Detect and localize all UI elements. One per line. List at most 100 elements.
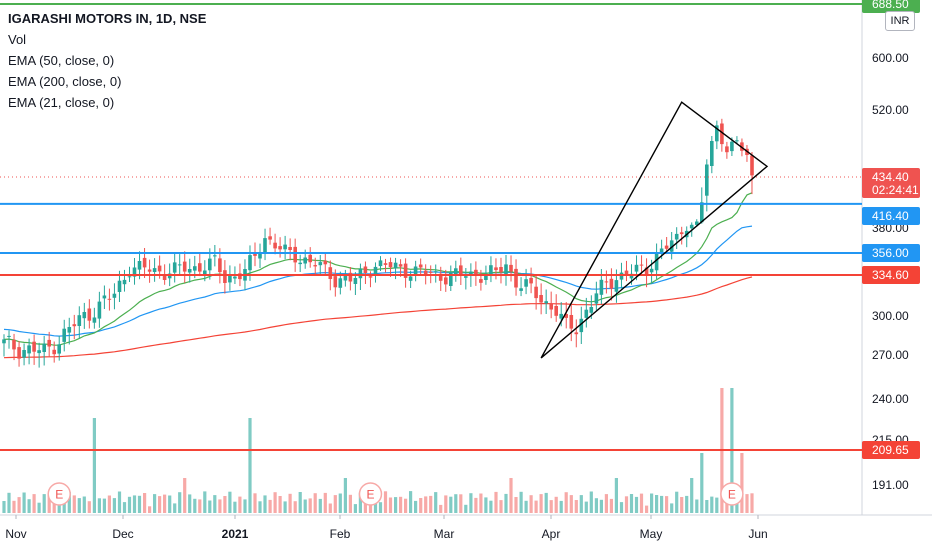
legend-ema-200: EMA (200, close, 0) bbox=[8, 74, 122, 89]
candle-body bbox=[750, 155, 754, 176]
volume-bar bbox=[27, 499, 31, 513]
candle-body bbox=[363, 266, 368, 273]
candle-body bbox=[499, 267, 503, 273]
volume-bar bbox=[328, 503, 332, 513]
volume-bar bbox=[604, 494, 608, 513]
candle-body bbox=[203, 270, 207, 274]
volume-bar bbox=[107, 495, 111, 513]
candle-body bbox=[82, 312, 87, 319]
candle-body bbox=[619, 272, 624, 280]
volume-bar bbox=[32, 494, 36, 513]
ema-200-line bbox=[3, 276, 753, 359]
ema-21-line bbox=[3, 192, 753, 346]
volume-bar bbox=[444, 495, 448, 513]
legend-ema-21: EMA (21, close, 0) bbox=[8, 95, 115, 110]
volume-bar bbox=[7, 492, 11, 513]
volume-bar bbox=[695, 499, 699, 513]
volume-bar bbox=[188, 494, 192, 513]
volume-bar bbox=[383, 491, 388, 513]
candle-body bbox=[147, 269, 152, 272]
candle-body bbox=[720, 123, 724, 145]
candle-body bbox=[639, 264, 644, 266]
candle-body bbox=[67, 327, 72, 333]
candle-body bbox=[318, 262, 323, 266]
candle-body bbox=[504, 264, 508, 275]
volume-bar bbox=[629, 494, 634, 513]
price-tag-label: 334.60 bbox=[872, 268, 909, 282]
candle-body bbox=[288, 247, 292, 250]
volume-bar bbox=[529, 495, 533, 513]
volume-bar bbox=[554, 496, 558, 513]
candle-body bbox=[343, 276, 348, 281]
earnings-marker-label: E bbox=[55, 488, 63, 502]
candle-body bbox=[348, 272, 353, 282]
price-tick-label: 520.00 bbox=[872, 103, 909, 117]
candle-body bbox=[408, 276, 413, 281]
price-tag-box bbox=[862, 244, 920, 262]
candle-body bbox=[142, 257, 147, 268]
volume-bar bbox=[404, 498, 408, 513]
volume-bar bbox=[153, 494, 157, 513]
volume-bar bbox=[268, 499, 272, 513]
volume-bar bbox=[198, 499, 202, 513]
time-axis[interactable]: Nov Dec 2021 Feb Mar Apr May Jun bbox=[5, 515, 768, 541]
candle-body bbox=[12, 339, 16, 350]
candle-body bbox=[534, 286, 538, 299]
candle-body bbox=[152, 268, 157, 272]
volume-bar bbox=[92, 418, 96, 513]
volume-bar bbox=[624, 496, 629, 513]
candle-body bbox=[52, 349, 56, 355]
candle-body bbox=[715, 125, 719, 142]
volume-bar bbox=[273, 492, 277, 513]
candle-body bbox=[393, 262, 398, 269]
candle-body bbox=[187, 269, 192, 273]
candle-body bbox=[27, 345, 31, 354]
earnings-marker-label: E bbox=[366, 488, 374, 502]
volume-bar bbox=[348, 494, 352, 513]
candle-body bbox=[132, 267, 137, 277]
earnings-marker-circle bbox=[358, 482, 383, 506]
volume-bar bbox=[680, 497, 684, 513]
candle-body bbox=[559, 313, 563, 319]
volume-bar bbox=[614, 478, 618, 513]
time-tick-label: Nov bbox=[5, 527, 26, 541]
volume-bar bbox=[288, 493, 292, 513]
volume-bar bbox=[122, 502, 127, 513]
volume-bar bbox=[358, 492, 362, 513]
volume-bar bbox=[97, 498, 101, 513]
candle-body bbox=[223, 270, 227, 283]
currency-badge[interactable]: INR bbox=[885, 11, 915, 31]
candle-body bbox=[695, 221, 699, 225]
candle-body bbox=[263, 238, 267, 253]
time-tick-label: May bbox=[640, 527, 663, 541]
candle-body bbox=[449, 272, 453, 286]
price-tick-label: 600.00 bbox=[872, 51, 909, 65]
volume-bar bbox=[353, 504, 357, 513]
volume-bar bbox=[22, 492, 26, 513]
volume-bar bbox=[183, 478, 187, 513]
volume-bar bbox=[323, 492, 327, 513]
candle-body bbox=[368, 276, 373, 278]
candle-body bbox=[674, 233, 679, 240]
price-tag-label: 688.50 bbox=[872, 0, 909, 11]
candle-body bbox=[444, 277, 448, 285]
volume-bar bbox=[639, 493, 644, 513]
volume-bar bbox=[634, 496, 639, 513]
candle-body bbox=[253, 252, 257, 256]
triangle-drawing[interactable] bbox=[540, 101, 769, 359]
candle-body bbox=[72, 324, 77, 327]
candle-body bbox=[735, 140, 739, 142]
volume-bar bbox=[579, 495, 583, 513]
volume-bar bbox=[112, 498, 116, 513]
volume-bar bbox=[514, 497, 518, 513]
candle-body bbox=[293, 246, 297, 263]
volume-bar bbox=[589, 491, 593, 513]
volume-bar bbox=[584, 501, 588, 513]
price-tick-label: 191.00 bbox=[872, 478, 909, 492]
candle-body bbox=[107, 298, 112, 300]
volume-bar bbox=[569, 495, 573, 513]
candle-body bbox=[213, 255, 217, 257]
candle-body bbox=[228, 275, 232, 283]
